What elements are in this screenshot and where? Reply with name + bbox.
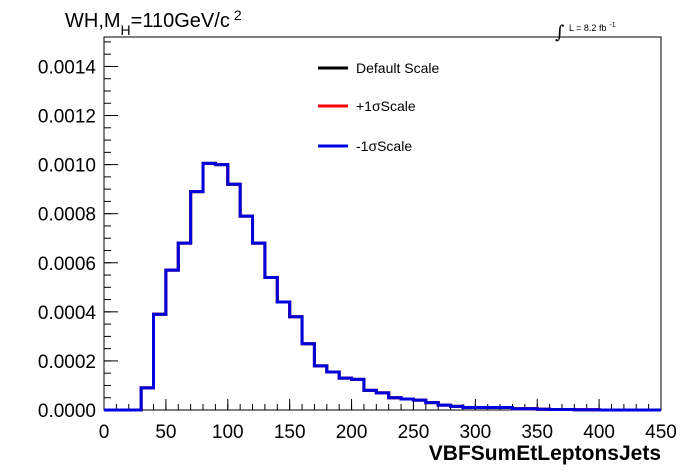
title-subscript: H [121,22,131,38]
series-line-1 [104,161,661,412]
legend-entry-2: -1σScale [356,138,412,154]
x-tick-label: 150 [274,422,306,443]
x-tick-label: 100 [212,422,244,443]
y-tick-label: 0.0002 [38,352,96,373]
y-tick-label: 0.0014 [38,57,97,78]
y-tick-label: 0.0000 [38,401,96,422]
title-superscript: 2 [234,7,242,23]
x-tick-label: 250 [398,422,430,443]
chart-title: WH,MH=110GeV/c 2 [65,7,242,38]
x-tick-label: 300 [459,422,491,443]
y-tick-label: 0.0010 [38,156,96,177]
series-line-0 [104,161,661,412]
lumi-label: L = 8.2 fb -1 [569,22,616,33]
y-tick-label: 0.0012 [38,107,96,128]
series-group [104,161,661,412]
x-tick-label: 350 [521,422,553,443]
legend-entry-1: +1σScale [356,98,416,114]
legend: Default Scale +1σScale -1σScale [318,60,439,154]
y-tick-label: 0.0004 [38,303,97,324]
x-tick-label: 200 [336,422,368,443]
x-axis-label: VBFSumEtLeptonsJets [429,442,661,465]
x-tick-label: 0 [99,422,110,443]
x-tick-label: 450 [645,422,677,443]
lumi-integral: ∫ [555,22,565,43]
legend-entry-0: Default Scale [356,60,439,76]
plot-frame [103,36,662,411]
series-line-2 [104,161,661,412]
axes: 0.0000 0.0002 0.0004 0.0006 0.0008 0.0010 0.00… [38,41,677,443]
y-tick-label: 0.0008 [38,205,96,226]
x-tick-label: 400 [583,422,615,443]
y-tick-label: 0.0006 [38,254,96,275]
x-tick-label: 50 [155,422,176,443]
